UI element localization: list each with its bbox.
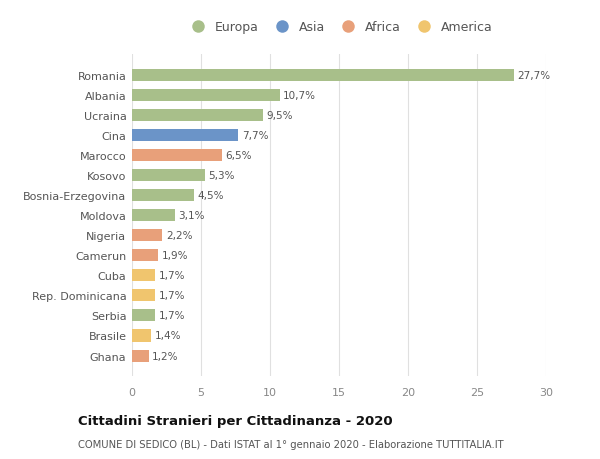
- Text: 1,4%: 1,4%: [155, 331, 181, 341]
- Text: 9,5%: 9,5%: [266, 111, 293, 121]
- Text: 4,5%: 4,5%: [197, 191, 224, 201]
- Bar: [132, 210, 175, 222]
- Text: 1,7%: 1,7%: [159, 271, 185, 281]
- Bar: [132, 230, 163, 242]
- Bar: [132, 310, 155, 322]
- Text: 5,3%: 5,3%: [209, 171, 235, 181]
- Bar: [132, 190, 194, 202]
- Text: 10,7%: 10,7%: [283, 91, 316, 101]
- Text: COMUNE DI SEDICO (BL) - Dati ISTAT al 1° gennaio 2020 - Elaborazione TUTTITALIA.: COMUNE DI SEDICO (BL) - Dati ISTAT al 1°…: [78, 440, 503, 449]
- Bar: [132, 90, 280, 102]
- Text: 7,7%: 7,7%: [242, 131, 268, 141]
- Text: 1,2%: 1,2%: [152, 351, 179, 361]
- Text: 1,7%: 1,7%: [159, 291, 185, 301]
- Text: 1,9%: 1,9%: [161, 251, 188, 261]
- Text: 27,7%: 27,7%: [518, 71, 551, 81]
- Text: 1,7%: 1,7%: [159, 311, 185, 321]
- Text: 2,2%: 2,2%: [166, 231, 193, 241]
- Text: 6,5%: 6,5%: [225, 151, 251, 161]
- Bar: [132, 150, 222, 162]
- Bar: [132, 250, 158, 262]
- Text: 3,1%: 3,1%: [178, 211, 205, 221]
- Bar: [132, 130, 238, 142]
- Bar: [132, 110, 263, 122]
- Legend: Europa, Asia, Africa, America: Europa, Asia, Africa, America: [180, 17, 498, 39]
- Bar: [132, 170, 205, 182]
- Bar: [132, 70, 514, 82]
- Bar: [132, 290, 155, 302]
- Bar: [132, 330, 151, 342]
- Bar: [132, 350, 149, 362]
- Bar: [132, 270, 155, 282]
- Text: Cittadini Stranieri per Cittadinanza - 2020: Cittadini Stranieri per Cittadinanza - 2…: [78, 414, 392, 428]
